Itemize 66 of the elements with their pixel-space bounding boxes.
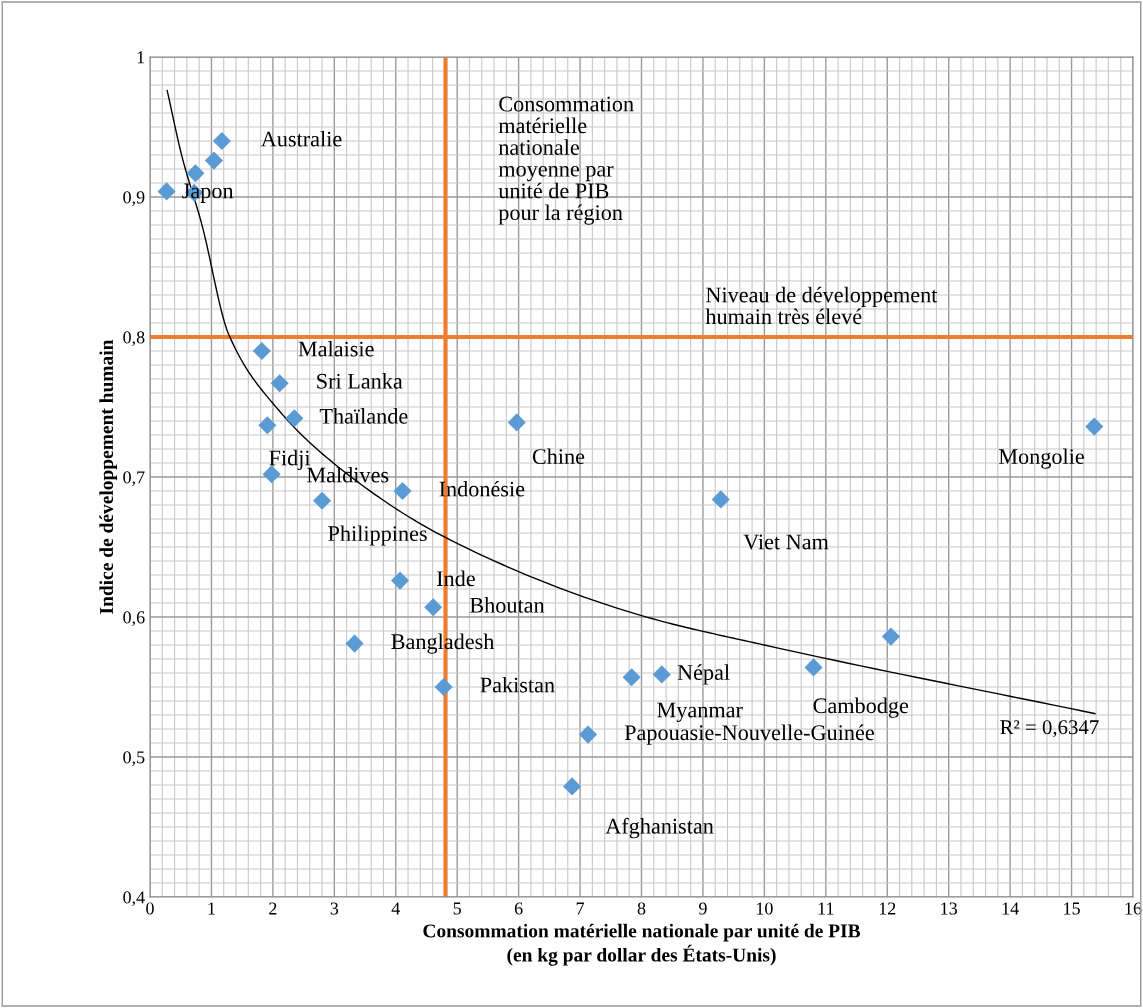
x-tick-label: 12	[879, 902, 896, 915]
annotation: Mongolie	[998, 448, 1084, 469]
point	[393, 481, 412, 501]
x-tick-label: 5	[453, 902, 461, 915]
annotation: Chine	[532, 448, 585, 465]
point	[157, 182, 176, 201]
point	[563, 777, 582, 796]
annotation: Pakistan	[480, 676, 555, 693]
x-tick-label: 0	[146, 902, 154, 915]
y-tick-label: 0,4	[123, 891, 145, 907]
ref-line-label: Consommation matérielle nationale moyenne par unité de PIB pour la région	[498, 96, 634, 225]
point	[252, 341, 271, 361]
point	[212, 131, 231, 151]
annotation: Malaisie	[298, 340, 374, 357]
point	[285, 409, 304, 428]
point	[204, 151, 223, 170]
x-tick-label: 13	[941, 902, 958, 915]
x-tick-label: 10	[756, 902, 773, 915]
annotation: R² = 0,6347	[1000, 720, 1099, 738]
x-tick-label: 4	[391, 902, 400, 915]
point	[652, 665, 671, 684]
annotation: Bhoutan	[469, 597, 545, 613]
y-tick-label: 0,9	[123, 191, 145, 207]
annotation: Viet Nam	[743, 534, 829, 550]
annotation: Népal	[677, 664, 730, 685]
point	[881, 627, 900, 646]
x-axis-title: Consommation matérielle nationale par unité de PIB (en kg par dollar des États-Unis)	[423, 923, 861, 966]
x-tick-label: 11	[818, 902, 834, 915]
x-tick-label: 7	[576, 902, 585, 915]
annotation: Philippines	[328, 525, 427, 546]
point	[711, 490, 730, 509]
annotation: Thaïlande	[319, 408, 408, 424]
annotation: Sri Lanka	[317, 373, 403, 389]
ref-line-label: Niveau de développement humain très élevé	[705, 286, 938, 325]
x-tick-label: 8	[637, 902, 646, 915]
annotation: Myanmar	[657, 702, 743, 722]
point	[424, 598, 443, 617]
x-tick-label: 6	[514, 902, 523, 915]
x-tick-label: 1	[208, 902, 215, 915]
point	[622, 668, 641, 687]
annotation: Afghanistan	[605, 817, 714, 839]
point	[507, 413, 526, 432]
point	[391, 571, 410, 590]
y-tick-label: 0,6	[123, 611, 145, 627]
y-tick-label: 0,7	[123, 471, 145, 487]
point	[804, 658, 823, 677]
annotation: Cambodge	[813, 697, 909, 718]
annotation: Papouasie-Nouvelle-Guinée	[624, 724, 874, 745]
y-tick-label: 0,8	[123, 331, 145, 347]
x-tick-label: 9	[699, 902, 707, 915]
point	[434, 677, 453, 697]
x-tick-label: 14	[1002, 902, 1019, 915]
point	[579, 725, 598, 744]
annotation: Australie	[260, 130, 342, 147]
point	[270, 374, 289, 393]
point	[258, 416, 277, 435]
x-tick-label: 2	[269, 902, 277, 915]
x-tick-label: 3	[330, 902, 339, 915]
point	[186, 164, 205, 183]
x-tick-label: 15	[1064, 902, 1080, 915]
y-tick-label: 1	[137, 51, 145, 64]
y-axis-title: Indice de développement humain	[99, 339, 118, 614]
y-tick-label: 0,5	[123, 751, 145, 767]
point	[345, 634, 364, 653]
point	[312, 491, 332, 510]
point	[1085, 417, 1104, 436]
